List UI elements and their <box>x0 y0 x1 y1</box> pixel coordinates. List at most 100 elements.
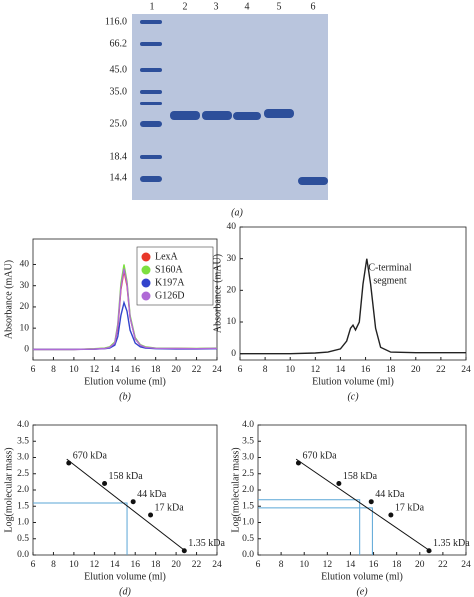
series-line <box>33 300 218 351</box>
x-tick-label: 12 <box>90 365 100 375</box>
x-tick-label: 10 <box>285 365 295 375</box>
x-tick-label: 16 <box>130 560 140 570</box>
marker-label: 66.2 <box>110 38 128 49</box>
y-tick-label: 3.0 <box>17 453 29 463</box>
plot-frame <box>32 238 218 361</box>
band <box>298 177 328 185</box>
series-line <box>33 268 218 351</box>
legend-marker <box>141 291 151 301</box>
x-tick-label: 14 <box>346 560 356 570</box>
y-tick-label: 40 <box>227 222 237 232</box>
point-label: 1.35 kDa <box>188 538 225 549</box>
marker-label: 116.0 <box>105 16 127 27</box>
band <box>140 20 162 24</box>
band <box>233 112 261 120</box>
band <box>140 42 162 46</box>
x-tick-label: 20 <box>411 365 421 375</box>
guide-line <box>258 507 373 555</box>
y-axis-label: Absorbance (mAU) <box>3 260 14 339</box>
x-tick-label: 12 <box>323 560 333 570</box>
fit-line <box>295 458 432 553</box>
data-point <box>66 460 72 466</box>
x-tick-label: 24 <box>461 365 471 375</box>
x-tick-label: 18 <box>151 560 161 570</box>
x-tick-label: 14 <box>110 560 120 570</box>
x-tick-label: 24 <box>461 560 471 570</box>
band <box>140 102 162 105</box>
lane-label: 4 <box>245 1 250 12</box>
data-point <box>368 499 374 505</box>
x-tick-label: 10 <box>299 560 309 570</box>
guide-line <box>258 499 361 555</box>
marker-label: 14.4 <box>110 172 128 183</box>
x-tick-label: 8 <box>51 560 56 570</box>
y-axis-label: Log(molecular mass) <box>3 447 14 532</box>
band <box>202 111 232 120</box>
x-axis-label: Elution volume (ml) <box>84 376 166 387</box>
plot-frame <box>32 424 218 556</box>
y-tick-label: 1.0 <box>17 518 29 528</box>
y-tick-label: 30 <box>20 281 30 291</box>
x-tick-label: 22 <box>192 365 202 375</box>
data-point <box>102 481 108 486</box>
y-tick-label: 20 <box>20 302 30 312</box>
x-tick-label: 18 <box>386 365 396 375</box>
point-label: 670 kDa <box>302 450 337 461</box>
y-tick-label: 3.5 <box>17 436 29 446</box>
fit-line <box>66 458 187 553</box>
data-point <box>295 460 301 466</box>
panel-caption: (d) <box>119 586 131 597</box>
x-axis-label: Elution volume (ml) <box>312 376 394 387</box>
band <box>170 111 200 120</box>
gel-bands <box>140 20 328 185</box>
y-tick-label: 10 <box>227 317 237 327</box>
marker-label: 25.0 <box>110 118 128 129</box>
y-tick-label: 0 <box>24 345 29 355</box>
data-point <box>181 548 187 554</box>
band <box>140 68 162 72</box>
x-tick-label: 6 <box>31 560 36 570</box>
data-point <box>148 512 154 518</box>
y-axis-label: Log(molecular mass) <box>230 447 241 532</box>
y-tick-label: 20 <box>227 286 237 296</box>
point-label: 44 kDa <box>375 489 405 500</box>
y-tick-label: 4.0 <box>17 420 29 430</box>
data-point <box>130 499 136 505</box>
x-tick-label: 24 <box>212 365 222 375</box>
y-tick-label: 3.5 <box>242 436 254 446</box>
y-tick-label: 0.5 <box>242 534 254 544</box>
point-label: 670 kDa <box>73 450 108 461</box>
lane-label: 2 <box>183 1 188 12</box>
x-tick-label: 20 <box>415 560 425 570</box>
data-point <box>426 548 432 554</box>
y-tick-label: 2.0 <box>17 485 29 495</box>
x-tick-label: 20 <box>171 560 181 570</box>
point-label: 158 kDa <box>343 471 378 482</box>
y-tick-label: 3.0 <box>242 453 254 463</box>
panel-caption: (a) <box>231 207 243 218</box>
legend-label: K197A <box>155 277 185 288</box>
annotation: C-terminal <box>368 262 412 273</box>
x-tick-label: 8 <box>263 365 268 375</box>
y-tick-label: 0 <box>231 349 236 359</box>
x-tick-label: 24 <box>212 560 222 570</box>
point-label: 44 kDa <box>137 489 167 500</box>
lane-label: 3 <box>214 1 219 12</box>
x-tick-label: 6 <box>31 365 36 375</box>
marker-label: 18.4 <box>110 151 128 162</box>
band <box>140 155 162 159</box>
gel-background <box>132 14 328 200</box>
lane-label: 5 <box>277 1 282 12</box>
plot-frame <box>257 424 467 556</box>
point-label: 158 kDa <box>109 471 144 482</box>
x-tick-label: 18 <box>151 365 161 375</box>
x-tick-label: 10 <box>69 560 79 570</box>
y-tick-label: 0.5 <box>17 534 29 544</box>
y-tick-label: 4.0 <box>242 420 254 430</box>
x-tick-label: 22 <box>438 560 448 570</box>
y-tick-label: 1.5 <box>242 501 254 511</box>
legend-label: LexA <box>155 251 179 262</box>
series-line <box>240 258 466 355</box>
data-point <box>336 481 342 486</box>
